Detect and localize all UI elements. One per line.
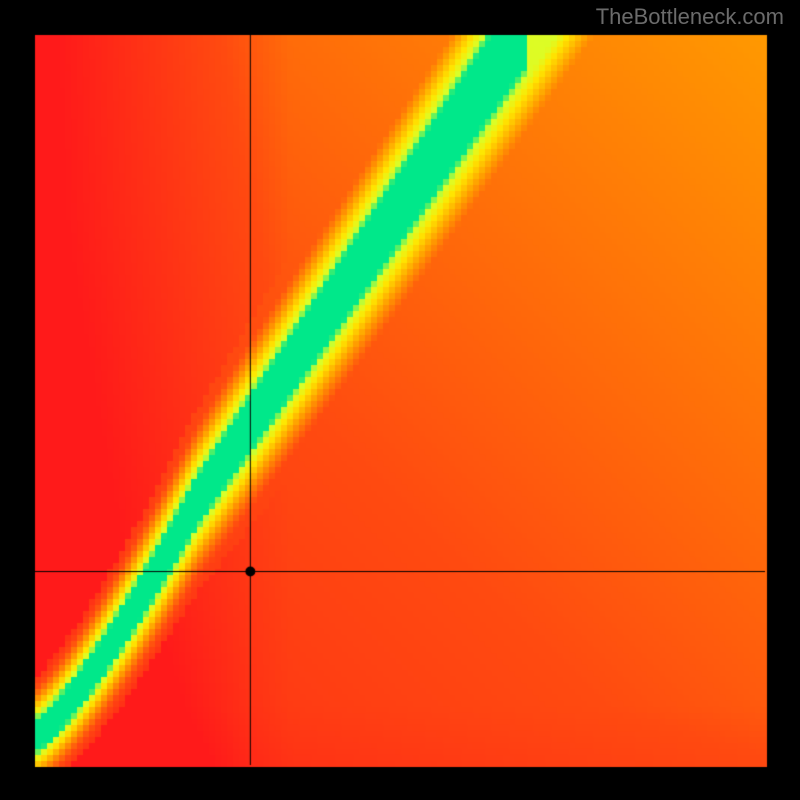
bottleneck-heatmap-canvas — [0, 0, 800, 800]
attribution-label: TheBottleneck.com — [596, 4, 784, 30]
chart-container: TheBottleneck.com — [0, 0, 800, 800]
